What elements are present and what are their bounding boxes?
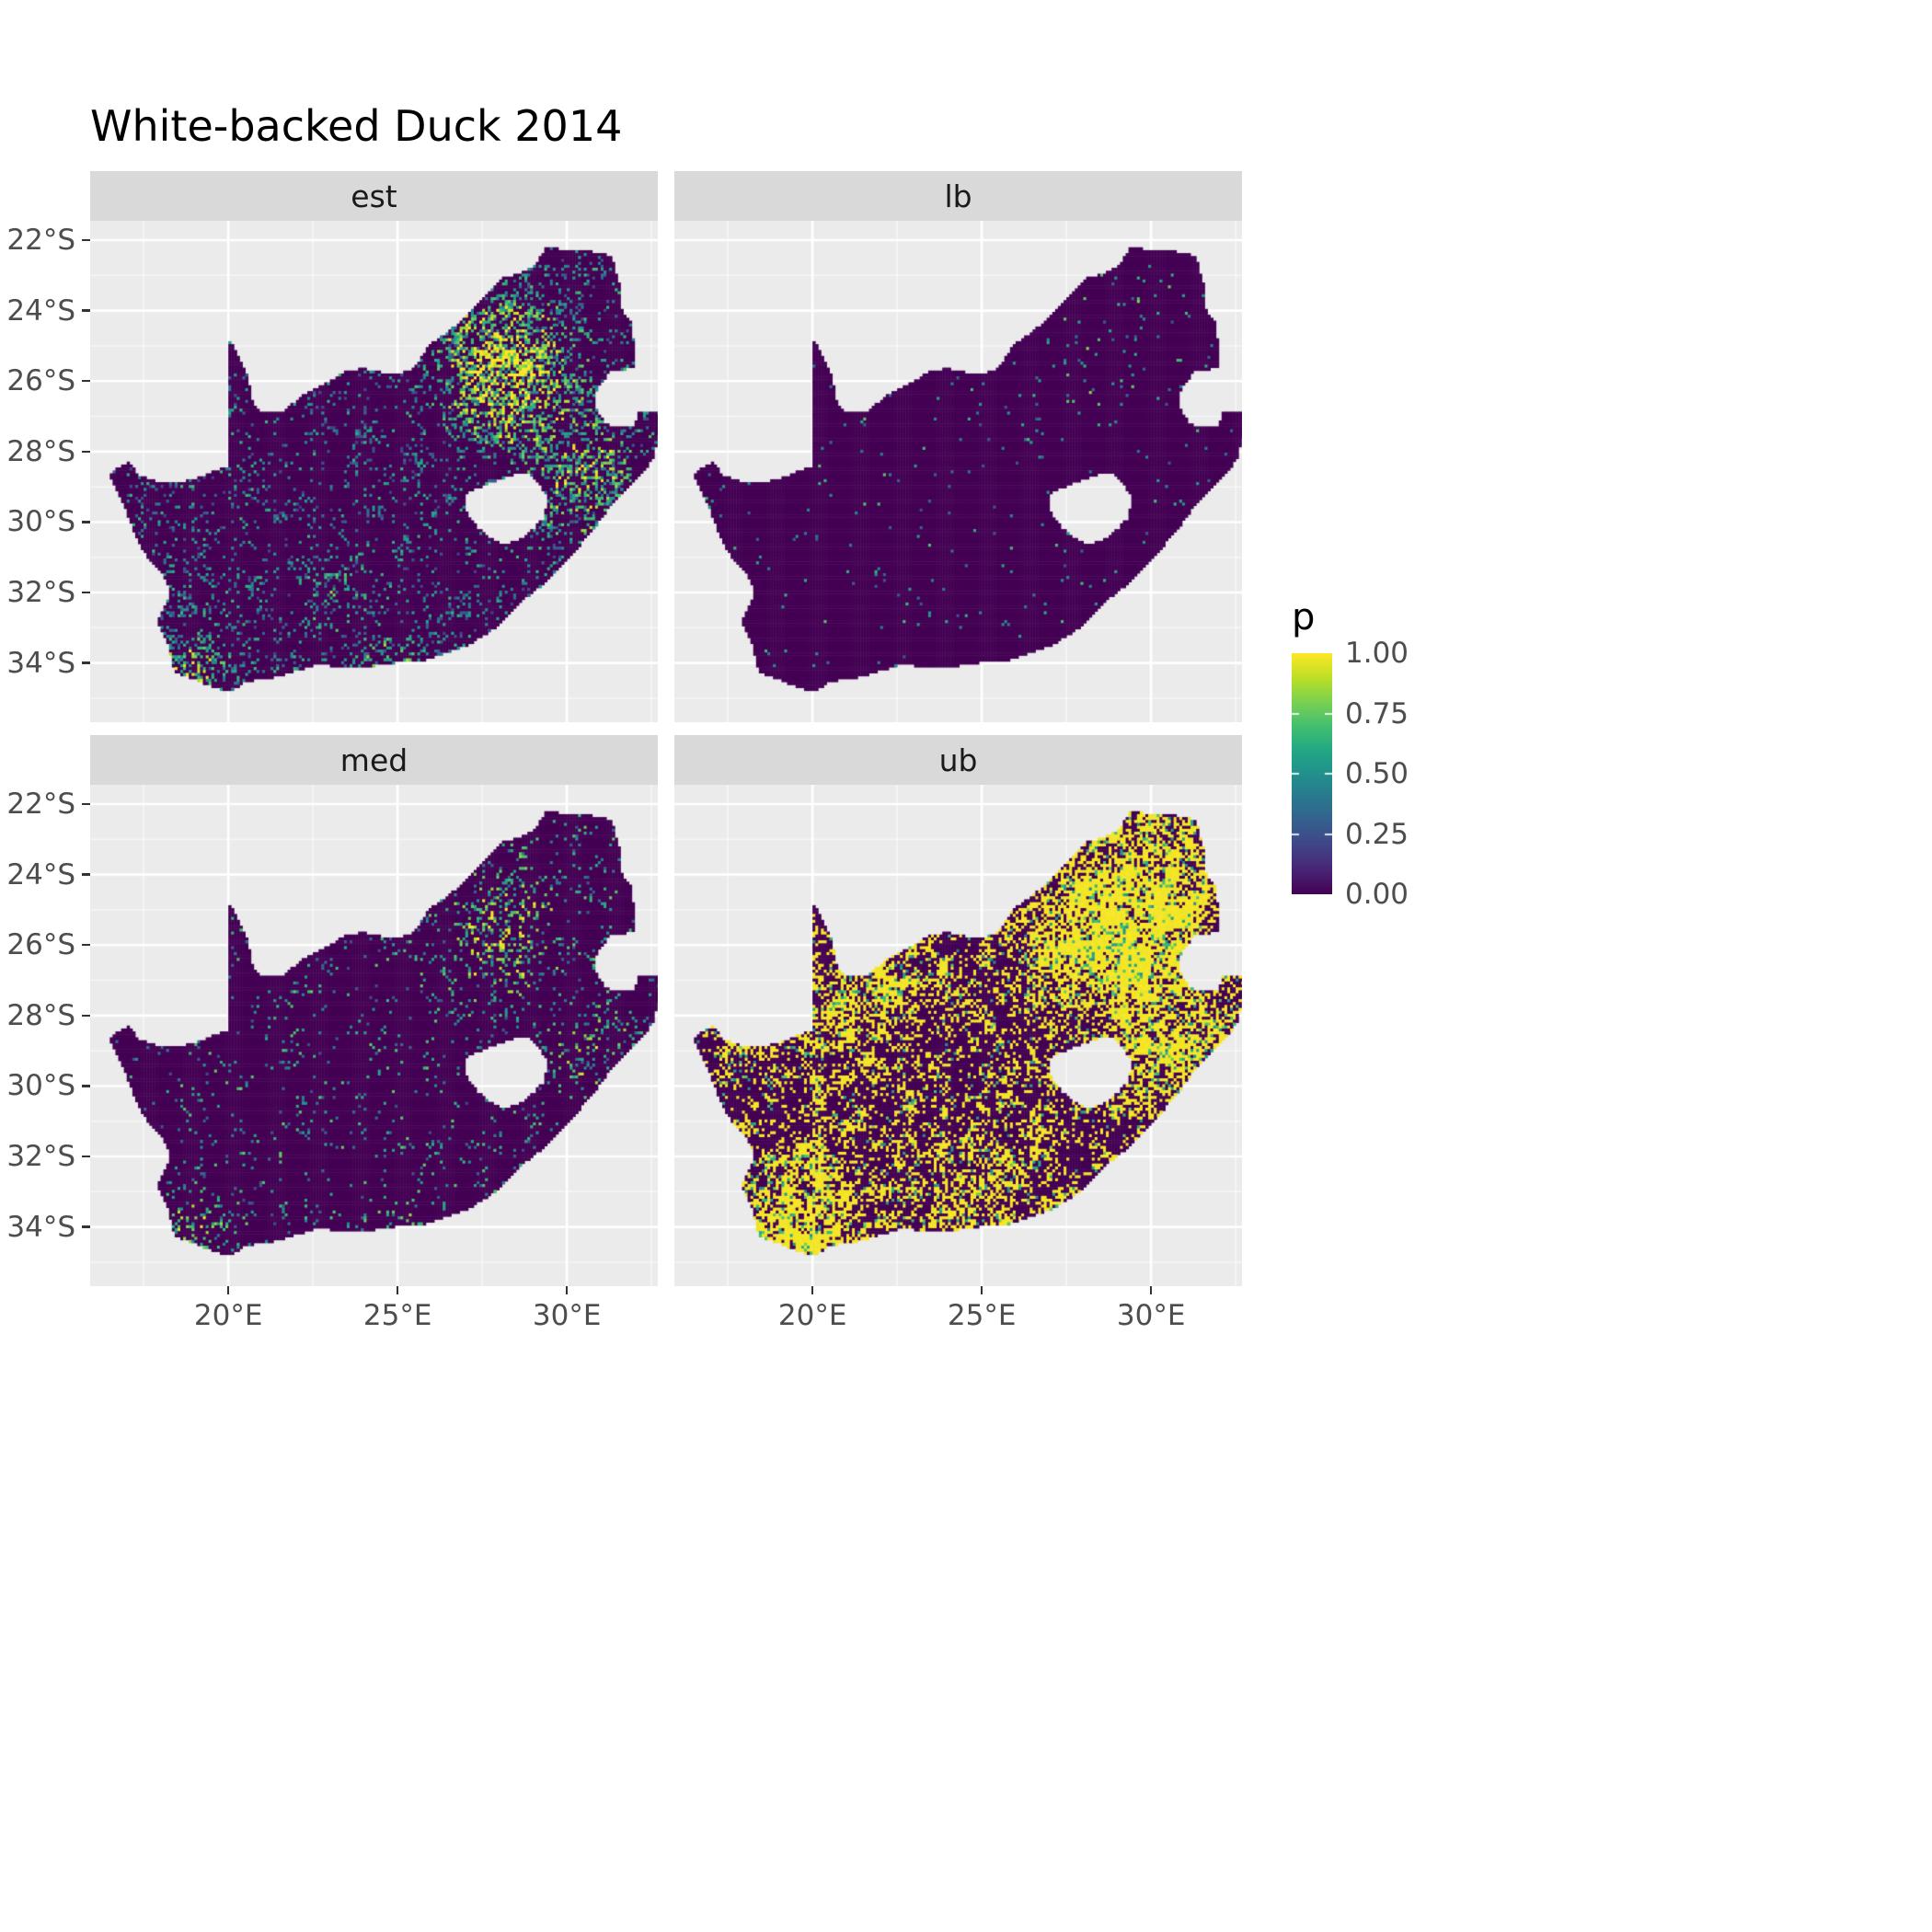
y-tick-label: 28°S (6, 998, 75, 1032)
y-tick-label: 24°S (6, 857, 75, 891)
y-tick-mark (82, 661, 90, 664)
x-tick-mark (811, 1286, 814, 1294)
facet-strip-ub: ub (674, 735, 1242, 785)
legend-tick-label: 0.25 (1345, 817, 1409, 851)
x-tick-label: 25°E (362, 1299, 432, 1332)
facet-strip-label-med: med (339, 742, 408, 778)
legend-colorbar (1292, 653, 1332, 894)
x-tick-label: 25°E (947, 1299, 1017, 1332)
y-tick-mark (82, 1014, 90, 1018)
x-tick-mark (226, 1286, 230, 1294)
x-tick-mark (1149, 1286, 1153, 1294)
y-tick-mark (82, 1085, 90, 1087)
y-tick-label: 28°S (6, 434, 75, 468)
legend-tick-label: 1.00 (1345, 637, 1409, 670)
y-tick-label: 32°S (6, 576, 75, 610)
y-tick-label: 24°S (6, 293, 75, 328)
x-tick-label: 30°E (1116, 1299, 1186, 1332)
y-tick-mark (82, 450, 90, 454)
y-tick-mark (82, 238, 90, 242)
y-tick-mark (82, 521, 90, 523)
facet-strip-lb: lb (674, 171, 1242, 221)
x-tick-label: 20°E (777, 1299, 847, 1332)
legend-title: p (1292, 596, 1316, 638)
map-canvas-lb (674, 221, 1242, 722)
x-tick-mark (980, 1286, 983, 1294)
map-canvas-est (90, 221, 658, 722)
y-tick-label: 30°S (6, 1069, 75, 1103)
map-canvas-med (90, 785, 658, 1286)
y-tick-label: 32°S (6, 1140, 75, 1174)
legend-tick-label: 0.50 (1345, 757, 1409, 790)
x-tick-mark (396, 1286, 399, 1294)
facet-strip-med: med (90, 735, 658, 785)
y-tick-label: 34°S (6, 646, 75, 680)
x-tick-label: 30°E (532, 1299, 602, 1332)
legend-tick-label: 0.00 (1345, 878, 1409, 911)
facet-strip-label-est: est (351, 178, 397, 214)
y-tick-mark (82, 944, 90, 947)
y-tick-mark (82, 309, 90, 312)
map-panel-med (90, 785, 658, 1286)
map-panel-ub (674, 785, 1242, 1286)
y-tick-mark (82, 380, 90, 383)
map-canvas-ub (674, 785, 1242, 1286)
y-tick-label: 26°S (6, 364, 75, 398)
y-tick-mark (82, 873, 90, 876)
facet-strip-est: est (90, 171, 658, 221)
facet-strip-label-lb: lb (944, 178, 972, 214)
x-tick-mark (565, 1286, 569, 1294)
y-tick-label: 34°S (6, 1210, 75, 1244)
plot-title: White-backed Duck 2014 (90, 101, 623, 151)
y-tick-label: 30°S (6, 505, 75, 539)
y-tick-label: 26°S (6, 928, 75, 962)
y-tick-label: 22°S (6, 788, 75, 822)
y-tick-mark (82, 1225, 90, 1228)
x-tick-label: 20°E (193, 1299, 263, 1332)
y-tick-mark (82, 1155, 90, 1158)
y-tick-label: 22°S (6, 224, 75, 258)
map-panel-lb (674, 221, 1242, 722)
legend-tick-label: 0.75 (1345, 696, 1409, 730)
facet-strip-label-ub: ub (938, 742, 978, 778)
map-panel-est (90, 221, 658, 722)
y-tick-mark (82, 802, 90, 806)
y-tick-mark (82, 591, 90, 594)
